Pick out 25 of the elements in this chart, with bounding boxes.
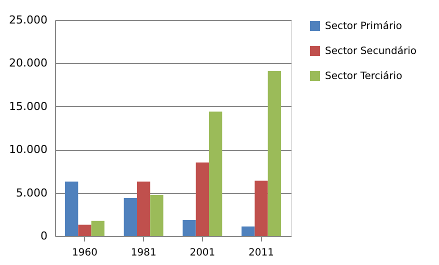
bar [254, 180, 268, 236]
bar [91, 220, 104, 236]
bar [65, 182, 78, 236]
y-tick-label: 15.000 [9, 100, 48, 113]
bar [196, 162, 209, 236]
legend-label: Sector Secundário [325, 46, 416, 57]
bar [182, 220, 196, 236]
bar [242, 226, 255, 236]
y-tick-label: 20.000 [9, 56, 48, 70]
bar [78, 224, 92, 236]
x-tick-label: 2001 [190, 248, 216, 258]
bar [124, 198, 137, 236]
y-tick-label: 25.000 [9, 14, 48, 26]
bar [268, 70, 281, 236]
y-tick-label: 10.000 [9, 143, 48, 156]
x-tick-label: 2011 [248, 248, 274, 258]
x-tick-label: 1960 [72, 248, 98, 258]
y-tick-label: 5.000 [16, 186, 48, 200]
legend-label: Sector Primário [325, 21, 402, 32]
x-tick-label: 1981 [130, 248, 156, 258]
bar [209, 112, 222, 236]
y-tick-label: 0 [40, 230, 48, 242]
bar [150, 194, 164, 236]
bar [137, 182, 150, 236]
legend-label: Sector Terciário [325, 71, 402, 82]
